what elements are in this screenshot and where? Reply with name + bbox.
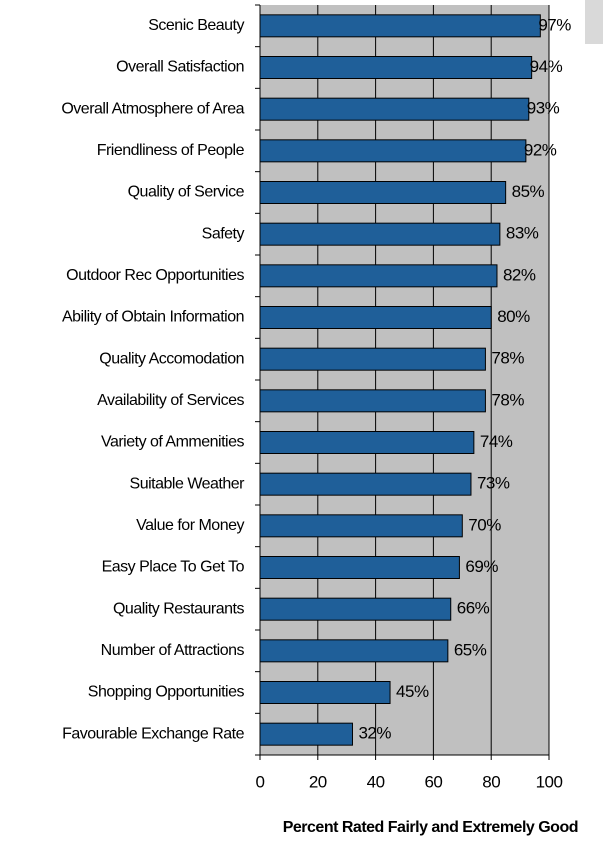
bar bbox=[259, 514, 463, 538]
value-label: 65% bbox=[454, 640, 487, 659]
bar bbox=[259, 472, 472, 496]
bar bbox=[259, 14, 541, 38]
bar bbox=[259, 222, 501, 246]
y-tick-label: Favourable Exchange Rate bbox=[62, 725, 245, 742]
y-tick-label: Variety of Ammenities bbox=[101, 434, 245, 451]
bar bbox=[259, 681, 391, 704]
y-tick-label: Overall Atmosphere of Area bbox=[61, 100, 244, 117]
y-tick-label: Overall Satisfaction bbox=[116, 59, 244, 76]
x-tick-label: 60 bbox=[424, 772, 442, 791]
y-tick-label: Shopping Opportunities bbox=[88, 684, 245, 701]
bar bbox=[259, 639, 449, 663]
y-tick-label: Quality Accomodation bbox=[99, 350, 244, 367]
value-label: 45% bbox=[396, 682, 429, 701]
x-tick-label: 80 bbox=[482, 772, 500, 791]
bar bbox=[259, 181, 507, 204]
bar bbox=[259, 56, 533, 79]
x-tick-label: 100 bbox=[536, 772, 563, 791]
bar bbox=[259, 97, 530, 121]
y-tick-label: Easy Place To Get To bbox=[102, 559, 245, 576]
y-tick-label: Safety bbox=[202, 225, 245, 242]
value-label: 73% bbox=[477, 474, 510, 493]
y-tick-label: Value for Money bbox=[136, 517, 244, 534]
value-label: 74% bbox=[480, 432, 513, 451]
value-label: 69% bbox=[465, 557, 498, 576]
bar bbox=[259, 722, 353, 746]
bar bbox=[259, 347, 486, 371]
bar bbox=[259, 431, 475, 454]
x-axis-title: Percent Rated Fairly and Extremely Good bbox=[283, 819, 578, 836]
value-label: 83% bbox=[506, 224, 539, 243]
value-label: 85% bbox=[512, 182, 545, 201]
value-label: 78% bbox=[491, 390, 524, 409]
bar bbox=[259, 139, 527, 163]
value-label: 66% bbox=[457, 599, 490, 618]
value-label: 78% bbox=[491, 349, 524, 368]
plot-area bbox=[260, 5, 549, 755]
y-tick-label: Outdoor Rec Opportunities bbox=[66, 267, 244, 284]
y-tick-label: Suitable Weather bbox=[130, 475, 246, 492]
bar bbox=[259, 556, 460, 579]
value-label: 80% bbox=[497, 307, 530, 326]
y-tick-label: Quality Restaurants bbox=[113, 600, 245, 617]
y-tick-label: Ability of Obtain Information bbox=[62, 309, 244, 326]
x-tick-label: 40 bbox=[367, 772, 385, 791]
side-panel bbox=[585, 0, 603, 44]
value-label: 82% bbox=[503, 265, 536, 284]
value-label: 70% bbox=[468, 515, 501, 534]
value-label: 92% bbox=[524, 140, 557, 159]
y-tick-label: Friendliness of People bbox=[97, 142, 245, 159]
y-tick-label: Availability of Services bbox=[97, 392, 244, 409]
bar bbox=[259, 264, 498, 288]
bar bbox=[259, 306, 492, 329]
value-label: 97% bbox=[538, 15, 571, 34]
value-label: 94% bbox=[530, 57, 563, 76]
y-tick-label: Number of Attractions bbox=[101, 642, 245, 659]
value-label: 93% bbox=[527, 99, 560, 118]
y-tick-label: Scenic Beauty bbox=[148, 17, 244, 34]
x-tick-label: 0 bbox=[256, 772, 265, 791]
bar bbox=[259, 389, 486, 413]
y-tick-label: Quality of Service bbox=[128, 184, 245, 201]
x-tick-label: 20 bbox=[309, 772, 327, 791]
bar bbox=[259, 597, 452, 621]
value-label: 32% bbox=[358, 724, 391, 743]
